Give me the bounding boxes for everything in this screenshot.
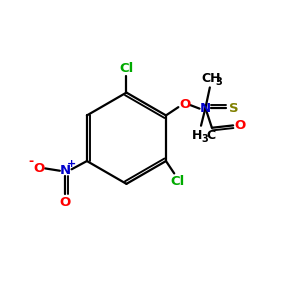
Text: O: O [179, 98, 190, 111]
Text: Cl: Cl [119, 61, 134, 75]
Text: O: O [33, 162, 44, 175]
Text: O: O [59, 196, 71, 209]
Text: 3: 3 [202, 134, 208, 144]
Text: C: C [206, 129, 215, 142]
Text: Cl: Cl [170, 175, 184, 188]
Text: 3: 3 [215, 77, 222, 87]
Text: N: N [60, 164, 71, 177]
Text: N: N [200, 101, 211, 115]
Text: S: S [229, 101, 238, 115]
Text: -: - [28, 154, 34, 167]
Text: O: O [235, 119, 246, 132]
Text: CH: CH [202, 72, 221, 85]
Text: +: + [67, 159, 76, 169]
Text: H: H [192, 129, 202, 142]
